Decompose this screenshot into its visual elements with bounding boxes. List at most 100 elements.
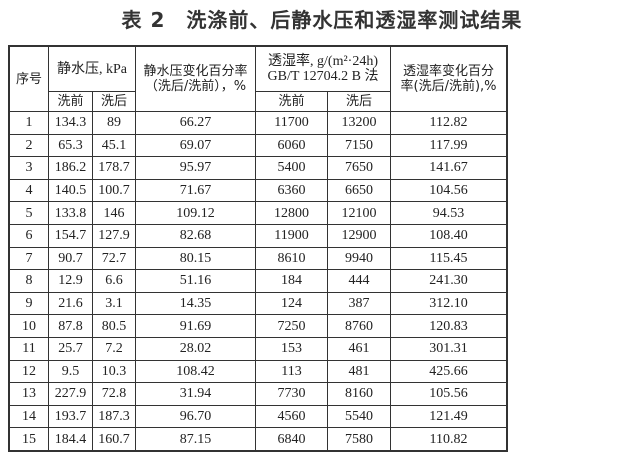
table-row: 3 186.2 178.7 95.97 5400 7650 141.67: [9, 156, 508, 180]
cell-hydro-change: 95.97: [135, 156, 256, 180]
table-row: 10 87.8 80.5 91.69 7250 8760 120.83: [9, 314, 508, 338]
cell-hydro-after: 7.2: [92, 336, 136, 361]
cell-mvtr-before: 11700: [255, 111, 328, 135]
cell-index: 13: [9, 382, 49, 406]
cell-mvtr-change: 120.83: [390, 314, 508, 338]
table-row: 13 227.9 72.8 31.94 7730 8160 105.56: [9, 382, 508, 406]
cell-index: 6: [9, 223, 49, 248]
cell-index: 5: [9, 201, 49, 225]
table-row: 12 9.5 10.3 108.42 113 481 425.66: [9, 359, 508, 384]
cell-index: 10: [9, 314, 49, 338]
table-row: 11 25.7 7.2 28.02 153 461 301.31: [9, 336, 508, 361]
cell-hydro-after: 146: [92, 201, 136, 225]
cell-mvtr-change: 301.31: [390, 336, 508, 361]
cell-hydro-change: 109.12: [135, 201, 256, 225]
cell-mvtr-before: 12800: [255, 201, 328, 225]
cell-mvtr-change: 312.10: [390, 291, 508, 316]
cell-hydro-change: 66.27: [135, 111, 256, 135]
cell-mvtr-change: 108.40: [390, 223, 508, 248]
cell-hydro-before: 186.2: [48, 156, 93, 180]
header-mvtr-after: 洗后: [326, 91, 392, 112]
table-row: 8 12.9 6.6 51.16 184 444 241.30: [9, 269, 508, 293]
header-hydro-change: 静水压变化百分率 （洗后/洗前），%: [135, 46, 256, 112]
cell-mvtr-before: 113: [255, 359, 328, 384]
cell-mvtr-before: 124: [255, 291, 328, 316]
table-row: 14 193.7 187.3 96.70 4560 5540 121.49: [9, 404, 508, 429]
cell-hydro-change: 31.94: [135, 382, 256, 406]
cell-hydro-change: 14.35: [135, 291, 256, 316]
cell-mvtr-after: 7580: [326, 427, 392, 451]
table-row: 5 133.8 146 109.12 12800 12100 94.53: [9, 201, 508, 225]
cell-mvtr-after: 7650: [326, 156, 392, 180]
cell-hydro-before: 65.3: [48, 133, 93, 158]
cell-mvtr-after: 12100: [326, 201, 392, 225]
cell-mvtr-after: 8160: [326, 382, 392, 406]
cell-index: 14: [9, 404, 49, 429]
cell-mvtr-after: 444: [326, 269, 392, 293]
cell-mvtr-change: 112.82: [390, 111, 508, 135]
cell-mvtr-after: 12900: [326, 223, 392, 248]
cell-mvtr-after: 6650: [326, 178, 392, 203]
cell-mvtr-change: 115.45: [390, 246, 508, 271]
cell-hydro-change: 28.02: [135, 336, 256, 361]
cell-hydro-after: 72.8: [92, 382, 136, 406]
header-mvtr: 透湿率, g/(m²·24h) GB/T 12704.2 B 法: [254, 46, 392, 92]
header-hydrostatic-pressure: 静水压, kPa: [48, 46, 136, 92]
cell-hydro-change: 91.69: [135, 314, 256, 338]
header-index: 序号: [9, 46, 49, 112]
table-row: 1 134.3 89 66.27 11700 13200 112.82: [9, 111, 508, 135]
cell-hydro-after: 127.9: [92, 223, 136, 248]
cell-hydro-after: 10.3: [92, 359, 136, 384]
cell-mvtr-change: 104.56: [390, 178, 508, 203]
cell-mvtr-before: 8610: [255, 246, 328, 271]
cell-hydro-change: 96.70: [135, 404, 256, 429]
cell-mvtr-before: 5400: [255, 156, 328, 180]
cell-mvtr-after: 13200: [326, 111, 392, 135]
cell-index: 9: [9, 291, 49, 316]
cell-hydro-after: 187.3: [92, 404, 136, 429]
cell-hydro-change: 51.16: [135, 269, 256, 293]
cell-mvtr-change: 94.53: [390, 201, 508, 225]
cell-mvtr-before: 6060: [255, 133, 328, 158]
cell-mvtr-after: 8760: [326, 314, 392, 338]
cell-hydro-after: 100.7: [92, 178, 136, 203]
table-row: 6 154.7 127.9 82.68 11900 12900 108.40: [9, 223, 508, 248]
header-hydro-before: 洗前: [48, 91, 93, 112]
cell-hydro-before: 25.7: [48, 336, 93, 361]
cell-hydro-change: 87.15: [135, 427, 256, 451]
cell-mvtr-after: 5540: [326, 404, 392, 429]
cell-hydro-change: 108.42: [135, 359, 256, 384]
cell-hydro-before: 227.9: [48, 382, 93, 406]
table-row: 4 140.5 100.7 71.67 6360 6650 104.56: [9, 178, 508, 203]
cell-mvtr-change: 105.56: [390, 382, 508, 406]
cell-hydro-after: 72.7: [92, 246, 136, 271]
cell-mvtr-change: 425.66: [390, 359, 508, 384]
cell-mvtr-change: 121.49: [390, 404, 508, 429]
cell-index: 3: [9, 156, 49, 180]
cell-hydro-after: 80.5: [92, 314, 136, 338]
cell-mvtr-after: 481: [326, 359, 392, 384]
cell-hydro-after: 45.1: [92, 133, 136, 158]
cell-hydro-before: 9.5: [48, 359, 93, 384]
cell-hydro-before: 133.8: [48, 201, 93, 225]
cell-mvtr-after: 7150: [326, 133, 392, 158]
cell-hydro-after: 6.6: [92, 269, 136, 293]
cell-hydro-change: 69.07: [135, 133, 256, 158]
table-row: 2 65.3 45.1 69.07 6060 7150 117.99: [9, 133, 508, 158]
results-table: 序号 静水压, kPa 静水压变化百分率 （洗后/洗前），% 透湿率, g/(m²…: [7, 45, 509, 452]
cell-index: 15: [9, 427, 49, 451]
header-hydro-after: 洗后: [92, 91, 136, 112]
cell-index: 11: [9, 336, 49, 361]
cell-mvtr-change: 110.82: [390, 427, 508, 451]
cell-index: 1: [9, 111, 49, 135]
cell-hydro-before: 90.7: [48, 246, 93, 271]
table-row: 7 90.7 72.7 80.15 8610 9940 115.45: [9, 246, 508, 271]
cell-index: 4: [9, 178, 49, 203]
table-title: 表 2 洗涤前、后静水压和透湿率测试结果: [121, 8, 523, 32]
cell-hydro-before: 140.5: [48, 178, 93, 203]
cell-index: 2: [9, 133, 49, 158]
cell-hydro-before: 21.6: [48, 291, 93, 316]
cell-hydro-change: 71.67: [135, 178, 256, 203]
cell-mvtr-before: 153: [255, 336, 328, 361]
cell-mvtr-before: 6360: [255, 178, 328, 203]
